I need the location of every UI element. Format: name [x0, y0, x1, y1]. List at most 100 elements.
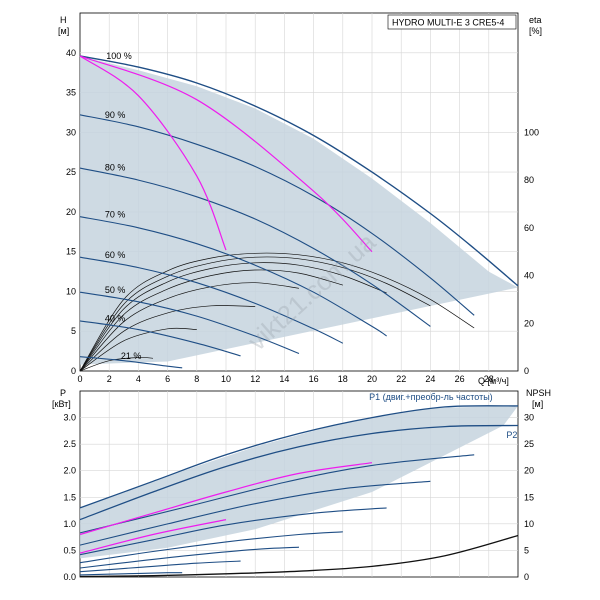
- power-envelope: [80, 405, 518, 559]
- npsh-tick-label: 25: [524, 439, 534, 449]
- x-axis-label: Q [м³/ч]: [478, 376, 509, 386]
- power-curve-50: [79, 546, 300, 569]
- x-tick-label: 26: [455, 374, 465, 384]
- power-tick-label: 2.5: [63, 439, 76, 449]
- power-envelope-area: [80, 405, 518, 559]
- y-tick-label: 5: [71, 326, 76, 336]
- efficiency-curve: [79, 256, 431, 372]
- x-tick-label: 28: [484, 374, 494, 384]
- x-tick-label: 6: [165, 374, 170, 384]
- y-right-tick-label: 40: [524, 271, 534, 281]
- y-tick-label: 25: [66, 167, 76, 177]
- y-axis-right-unit: [%]: [529, 26, 542, 36]
- title-box: [387, 14, 517, 30]
- power-tick-label: 0.0: [63, 572, 76, 582]
- npsh-axis-label: NPSH: [526, 388, 551, 398]
- efficiency-curve: [79, 262, 387, 372]
- efficiency-curve: [79, 252, 475, 372]
- power-curves: [79, 405, 519, 578]
- power-curve-70: [79, 507, 387, 556]
- power-curve-P1: [79, 405, 519, 509]
- x-tick-label: 24: [425, 374, 435, 384]
- y-right-tick-label: 100: [524, 127, 539, 137]
- x-tick-label: 4: [136, 374, 141, 384]
- y-axis-right-label: eta: [529, 15, 542, 25]
- y-tick-label: 40: [66, 48, 76, 58]
- power-curve-80: [79, 480, 431, 546]
- system-curve: [79, 55, 227, 251]
- power-tick-label: 1.5: [63, 492, 76, 502]
- power-curve-P2: [79, 424, 519, 521]
- npsh-tick-label: 0: [524, 572, 529, 582]
- head-panel: 0 2 4 6 8 10 12 14 16 18 20 22 24 26 28051015202530354…: [58, 12, 542, 386]
- y-tick-label: 35: [66, 88, 76, 98]
- speed-label: 70 %: [105, 209, 126, 219]
- head-curve-100pct: [79, 55, 519, 287]
- power-tick-label: 0.5: [63, 545, 76, 555]
- power-tick-label: 2.0: [63, 466, 76, 476]
- head-curve-80pct: [79, 167, 431, 327]
- speed-label: 100 %: [106, 51, 132, 61]
- power-curve-60: [79, 531, 343, 564]
- power-curve-21: [79, 572, 183, 576]
- speed-label: 40 %: [105, 314, 126, 324]
- x-tick-label: 12: [250, 374, 260, 384]
- y-axis-label: H: [60, 15, 67, 25]
- npsh-curve: [79, 534, 519, 578]
- power-curve-90: [79, 454, 475, 534]
- x-tick-label: 16: [309, 374, 319, 384]
- p2-label: P2: [506, 430, 517, 440]
- y-right-tick-label: 20: [524, 318, 534, 328]
- x-tick-label: 20: [367, 374, 377, 384]
- y-tick-label: 10: [66, 286, 76, 296]
- npsh-tick-label: 30: [524, 413, 534, 423]
- head-curve-70pct: [79, 216, 387, 337]
- p1-label: P1 (двиг.+преобр-ль частоты): [369, 392, 493, 402]
- head-curve-90pct: [79, 114, 475, 316]
- efficiency-curve: [79, 305, 256, 372]
- npsh-tick-label: 10: [524, 519, 534, 529]
- system-curves: [79, 55, 373, 253]
- power-tick-label: 3.0: [63, 413, 76, 423]
- system-curve: [79, 55, 373, 253]
- head-curve-50pct: [79, 291, 300, 355]
- efficiency-curve: [79, 269, 343, 372]
- speed-label: 80 %: [105, 163, 126, 173]
- y-tick-label: 30: [66, 127, 76, 137]
- y-right-tick-label: 80: [524, 175, 534, 185]
- speed-label: 21 %: [121, 351, 142, 361]
- head-curves: [79, 55, 519, 369]
- head-tick-labels: 0 2 4 6 8 10 12 14 16 18 20 22 24 26 28051015202530354…: [66, 48, 539, 384]
- x-tick-label: 2: [107, 374, 112, 384]
- x-tick-label: 18: [338, 374, 348, 384]
- efficiency-curve: [79, 357, 154, 372]
- y-right-tick-label: 60: [524, 223, 534, 233]
- x-tick-label: 0: [77, 374, 82, 384]
- x-tick-label: 22: [396, 374, 406, 384]
- x-tick-label: 8: [194, 374, 199, 384]
- npsh-axis-unit: [м]: [532, 399, 543, 409]
- y-tick-label: 0: [71, 366, 76, 376]
- y-tick-label: 15: [66, 247, 76, 257]
- x-tick-label: 14: [279, 374, 289, 384]
- power-curve-40: [79, 560, 241, 573]
- head-curve-21pct: [79, 356, 183, 369]
- speed-labels: 100 % 90 % 80 % 70 % 60 % 50 % 40 % 21 %: [105, 51, 142, 361]
- efficiency-curve: [79, 327, 197, 372]
- power-tick-labels: 0.0 0.5 1.0 1.5 2.0 2.5 3.0 0 5 10 15 20 25 30: [63, 413, 534, 582]
- speed-label: 90 %: [105, 110, 126, 120]
- npsh-tick-label: 15: [524, 492, 534, 502]
- chart-title: HYDRO MULTI-E 3 CRE5-4: [392, 18, 504, 28]
- power-system-curve: [79, 519, 227, 554]
- efficiency-curves: [79, 252, 475, 372]
- head-curve-60pct: [79, 256, 344, 344]
- y-tick-label: 20: [66, 207, 76, 217]
- y-axis-unit: [м]: [58, 26, 69, 36]
- npsh-tick-label: 5: [524, 545, 529, 555]
- npsh-tick-label: 20: [524, 466, 534, 476]
- efficiency-curve: [79, 282, 300, 372]
- speed-label: 60 %: [105, 250, 126, 260]
- speed-label: 50 %: [105, 285, 126, 295]
- head-curve-40pct: [79, 320, 241, 357]
